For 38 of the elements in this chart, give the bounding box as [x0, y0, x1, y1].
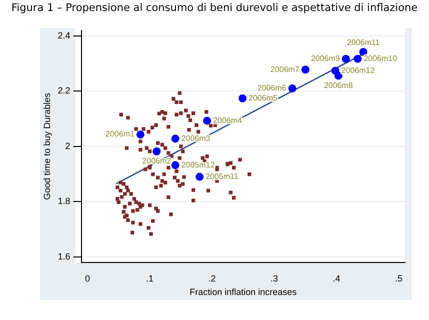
annotation: 2006m10 — [364, 54, 398, 64]
point — [288, 84, 296, 92]
x-tick-label: .5 — [395, 273, 403, 284]
point — [238, 94, 247, 102]
y-tick-label: 1.8 — [58, 196, 70, 206]
annotation: 2006m8 — [324, 80, 354, 90]
point — [331, 66, 340, 75]
annotation: 2006m6 — [257, 84, 287, 93]
annotation: 2006m9 — [310, 54, 340, 64]
point — [342, 54, 350, 63]
y-tick-label: 2.4 — [58, 30, 70, 40]
y-tick-label: 2.2 — [58, 86, 70, 96]
y-axis-title: Good time to buy Durables — [42, 92, 52, 200]
annotation: 2006m12 — [341, 66, 376, 75]
x-tick-label: .1 — [146, 273, 154, 284]
annotation: 2005m12 — [181, 160, 216, 170]
annotation: 2006m11 — [346, 38, 380, 48]
point — [354, 54, 362, 63]
point — [196, 172, 204, 181]
point — [203, 116, 212, 125]
x-tick-label: 0 — [85, 273, 90, 284]
x-tick-label: .2 — [208, 273, 216, 284]
point — [301, 66, 310, 74]
x-tick-label: .4 — [332, 273, 340, 284]
point — [359, 48, 368, 56]
y-tick-label: 1.6 — [58, 251, 70, 262]
x-axis-title: Fraction inflation increases — [190, 287, 298, 298]
chart-title: Figura 1 – Propensione al consumo di beni durevoli e aspettative di inflazione — [10, 2, 419, 14]
annotation: 2005m11 — [206, 172, 239, 181]
annotation: 2006m5 — [248, 94, 278, 103]
annotation: 2006m1 — [106, 130, 135, 139]
x-tick-label: .3 — [270, 273, 278, 284]
point — [136, 130, 144, 139]
annotation: 2006m7 — [270, 64, 300, 74]
y-tick-label: 2 — [65, 140, 70, 151]
point — [152, 147, 161, 156]
point — [171, 161, 180, 170]
point — [171, 134, 180, 143]
